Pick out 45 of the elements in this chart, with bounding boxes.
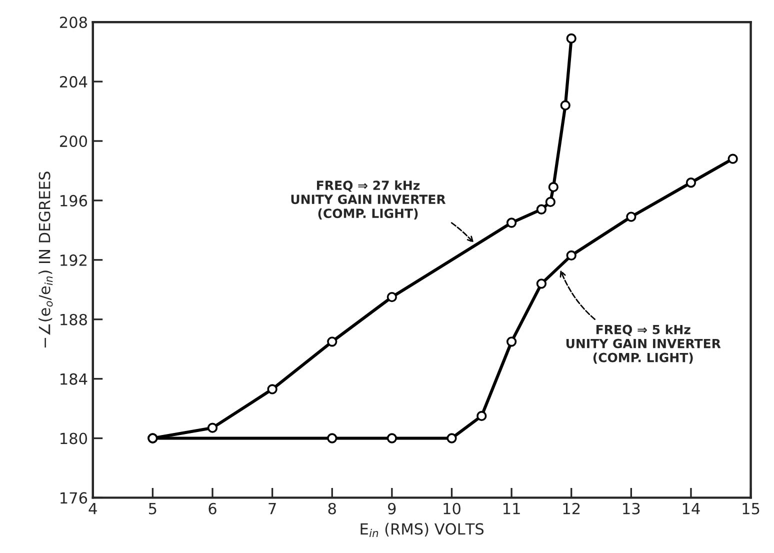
y-tick-label: 184 (60, 373, 88, 385)
x-tick-label: 5 (149, 503, 156, 514)
x-tick-label: 6 (208, 502, 216, 514)
y-axis-title: −∠(e$_{o}$/e$_{in}$) IN DEGREES (38, 172, 53, 348)
point (560, 100, 570, 110)
point (386, 433, 397, 444)
y-tick-label: 188 (60, 314, 87, 326)
x-tick-label: 14 (682, 503, 700, 514)
x-tick-label: 15 (742, 503, 760, 514)
point (536, 204, 547, 214)
point (536, 278, 547, 289)
y-tick-label: 192 (60, 254, 86, 266)
y-tick-label: 180 (60, 432, 88, 444)
point (548, 182, 558, 192)
point (686, 178, 696, 188)
point (327, 433, 338, 444)
y-tick-label: 204 (60, 76, 88, 88)
point (626, 212, 636, 222)
x-tick-label: 7 (268, 503, 276, 514)
y-tick-label: 200 (60, 135, 88, 148)
point (386, 292, 397, 302)
x-tick-label: 9 (388, 502, 396, 514)
point (566, 33, 576, 44)
x-tick-label: 13 (623, 502, 640, 514)
y-tick-label: 196 (60, 194, 88, 206)
y-tick-label: 176 (60, 492, 88, 504)
annotation: FREQ ⇒ 27 kHz UNITY GAIN INVERTER (COMP. LIGHT) (291, 180, 446, 220)
point (545, 196, 556, 208)
annotation: FREQ ⇒ 5 kHz UNITY GAIN INVERTER (COMP. LIGHT) (566, 324, 721, 364)
point (327, 336, 338, 347)
x-axis-title: E$_{in}$ (RMS) VOLTS (360, 522, 484, 537)
point (446, 433, 457, 444)
x-tick-label: 12 (563, 502, 580, 514)
x-tick-label: 11 (504, 503, 520, 514)
x-tick-label: 8 (328, 502, 336, 514)
point (207, 422, 218, 433)
x-tick-label: 10 (444, 502, 460, 514)
y-tick-label: 208 (60, 16, 87, 28)
point (566, 250, 576, 261)
point (506, 218, 517, 228)
point (728, 154, 738, 164)
point (476, 410, 487, 422)
point (267, 384, 278, 394)
point (506, 336, 517, 347)
x-tick-label: 4 (88, 503, 97, 514)
